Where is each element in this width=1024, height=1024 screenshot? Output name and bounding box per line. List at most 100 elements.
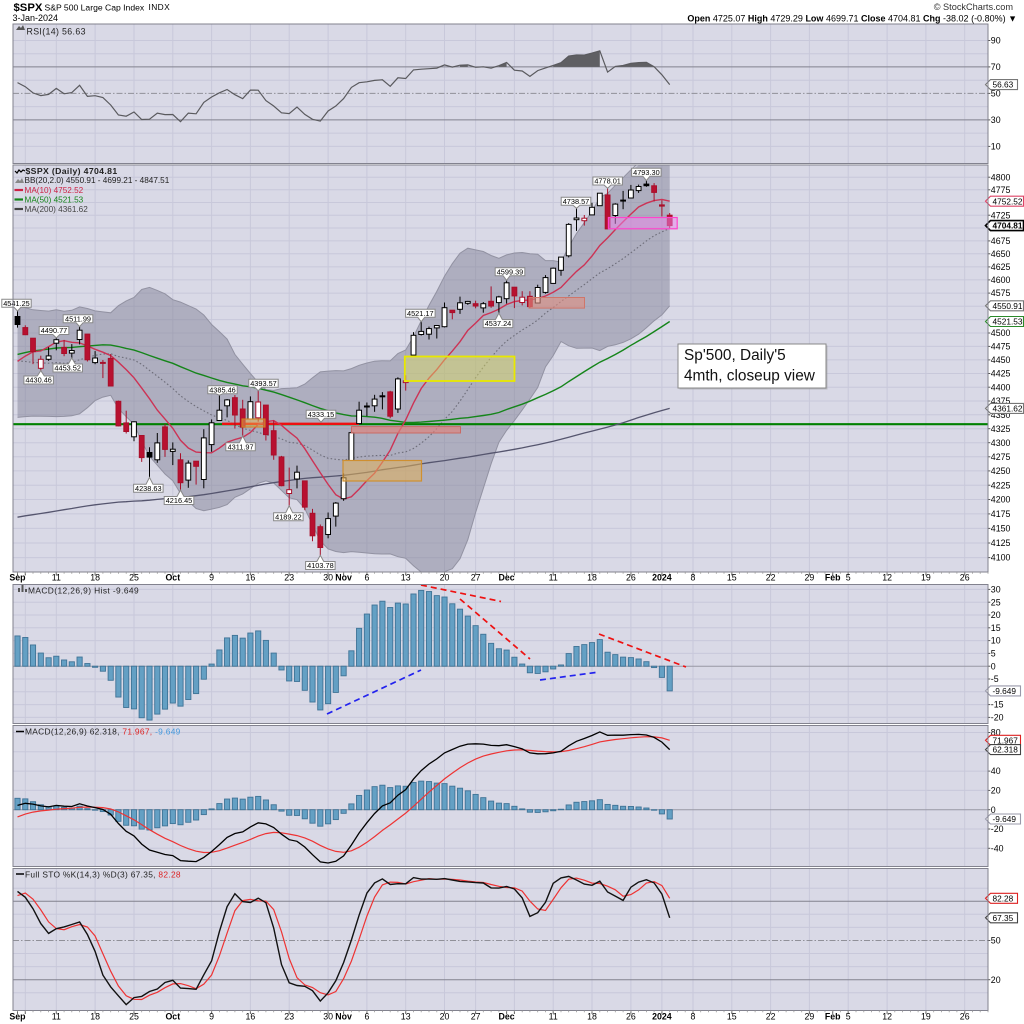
svg-text:4103.78: 4103.78 xyxy=(307,561,334,570)
svg-text:4625: 4625 xyxy=(991,262,1011,272)
svg-text:4150: 4150 xyxy=(991,524,1011,534)
svg-text:4675: 4675 xyxy=(991,236,1011,246)
svg-text:MA(200) 4361.62: MA(200) 4361.62 xyxy=(25,205,89,214)
svg-text:11: 11 xyxy=(549,1011,558,1021)
svg-text:9: 9 xyxy=(209,1011,214,1021)
svg-text:4200: 4200 xyxy=(991,495,1011,505)
svg-text:4599.39: 4599.39 xyxy=(497,267,524,276)
svg-text:0: 0 xyxy=(991,661,996,671)
svg-text:25: 25 xyxy=(129,1011,139,1021)
svg-text:Sep: Sep xyxy=(9,572,26,582)
svg-text:MA(50) 4521.53: MA(50) 4521.53 xyxy=(25,195,84,204)
svg-text:5: 5 xyxy=(991,649,996,659)
svg-text:71.967: 71.967 xyxy=(993,735,1019,745)
svg-text:Open 4725.07 High 4729.29 Low: Open 4725.07 High 4729.29 Low 4699.71 Cl… xyxy=(687,13,1017,23)
svg-text:-40: -40 xyxy=(991,843,1004,853)
svg-text:67.35: 67.35 xyxy=(993,913,1014,923)
svg-text:29: 29 xyxy=(805,1011,815,1021)
svg-text:20: 20 xyxy=(991,786,1001,796)
svg-text:4521.53: 4521.53 xyxy=(993,317,1023,327)
svg-text:30: 30 xyxy=(323,572,333,582)
svg-text:4537.24: 4537.24 xyxy=(485,319,512,328)
svg-text:4430.46: 4430.46 xyxy=(25,376,52,385)
svg-text:4575: 4575 xyxy=(991,288,1011,298)
svg-text:4325: 4325 xyxy=(991,424,1011,434)
svg-text:4453.52: 4453.52 xyxy=(54,364,81,373)
svg-text:Nov: Nov xyxy=(335,1011,352,1021)
svg-text:12: 12 xyxy=(882,1011,892,1021)
svg-text:22: 22 xyxy=(766,1011,776,1021)
svg-text:5: 5 xyxy=(846,572,851,582)
svg-text:4500: 4500 xyxy=(991,328,1011,338)
svg-text:6: 6 xyxy=(364,1011,369,1021)
svg-text:4550.91: 4550.91 xyxy=(993,301,1023,311)
svg-text:23: 23 xyxy=(284,572,294,582)
svg-text:4400: 4400 xyxy=(991,382,1011,392)
svg-text:30: 30 xyxy=(991,585,1001,595)
svg-text:4752.52: 4752.52 xyxy=(993,196,1023,206)
svg-text:25: 25 xyxy=(991,597,1001,607)
svg-text:18: 18 xyxy=(90,1011,100,1021)
svg-text:15: 15 xyxy=(727,572,737,582)
svg-text:4450: 4450 xyxy=(991,355,1011,365)
svg-text:9: 9 xyxy=(209,572,214,582)
svg-text:22: 22 xyxy=(766,572,776,582)
svg-text:13: 13 xyxy=(401,1011,411,1021)
svg-text:Sp'500, Daily'5: Sp'500, Daily'5 xyxy=(684,347,786,364)
svg-text:-15: -15 xyxy=(991,700,1004,710)
svg-text:4793.30: 4793.30 xyxy=(633,168,660,177)
svg-text:Feb: Feb xyxy=(825,1011,841,1021)
svg-text:20: 20 xyxy=(440,1011,450,1021)
svg-text:4275: 4275 xyxy=(991,452,1011,462)
svg-text:4511.99: 4511.99 xyxy=(65,314,91,323)
svg-text:15: 15 xyxy=(727,1011,737,1021)
svg-text:27: 27 xyxy=(471,1011,481,1021)
svg-text:11: 11 xyxy=(52,1011,61,1021)
svg-text:19: 19 xyxy=(921,1011,931,1021)
svg-text:13: 13 xyxy=(401,572,411,582)
svg-text:4600: 4600 xyxy=(991,275,1011,285)
svg-text:4350: 4350 xyxy=(991,410,1011,420)
svg-text:20: 20 xyxy=(991,610,1001,620)
svg-text:0: 0 xyxy=(991,805,996,815)
svg-text:10: 10 xyxy=(991,142,1001,152)
svg-text:16: 16 xyxy=(246,1011,256,1021)
svg-text:4238.63: 4238.63 xyxy=(135,484,162,493)
svg-text:4738.57: 4738.57 xyxy=(563,197,590,206)
svg-text:20: 20 xyxy=(440,572,450,582)
svg-text:-9.649: -9.649 xyxy=(993,814,1017,824)
svg-text:S&P 500 Large Cap Index: S&P 500 Large Cap Index xyxy=(45,2,145,12)
svg-text:25: 25 xyxy=(129,572,139,582)
svg-text:-20: -20 xyxy=(991,713,1004,723)
svg-text:4541.25: 4541.25 xyxy=(3,299,30,308)
svg-text:4800: 4800 xyxy=(991,172,1011,182)
svg-text:MACD(12,26,9) 62.318, 71.967,: MACD(12,26,9) 62.318, 71.967, -9.649 xyxy=(25,727,181,737)
svg-text:23: 23 xyxy=(284,1011,294,1021)
svg-text:18: 18 xyxy=(90,572,100,582)
svg-text:4125: 4125 xyxy=(991,538,1011,548)
svg-text:80: 80 xyxy=(991,728,1001,738)
svg-text:5: 5 xyxy=(846,1011,851,1021)
svg-text:4425: 4425 xyxy=(991,369,1011,379)
svg-text:4216.45: 4216.45 xyxy=(166,496,193,505)
svg-text:20: 20 xyxy=(991,975,1001,985)
svg-text:2024: 2024 xyxy=(652,1011,672,1021)
svg-text:4175: 4175 xyxy=(991,509,1011,519)
svg-text:INDX: INDX xyxy=(149,2,171,12)
svg-text:40: 40 xyxy=(991,766,1001,776)
svg-text:18: 18 xyxy=(587,1011,597,1021)
svg-text:18: 18 xyxy=(587,572,597,582)
svg-text:-9.649: -9.649 xyxy=(993,686,1017,696)
svg-text:26: 26 xyxy=(626,572,636,582)
svg-text:4300: 4300 xyxy=(991,438,1011,448)
svg-text:4mth, closeup view: 4mth, closeup view xyxy=(684,368,816,385)
svg-text:50: 50 xyxy=(991,936,1001,946)
svg-text:4725: 4725 xyxy=(991,210,1011,220)
svg-text:3-Jan-2024: 3-Jan-2024 xyxy=(13,13,59,23)
svg-text:4650: 4650 xyxy=(991,249,1011,259)
svg-text:MACD(12,26,9) Hist -9.649: MACD(12,26,9) Hist -9.649 xyxy=(28,586,139,596)
svg-text:6: 6 xyxy=(364,572,369,582)
svg-text:30: 30 xyxy=(323,1011,333,1021)
svg-text:$SPX (Daily) 4704.81: $SPX (Daily) 4704.81 xyxy=(26,166,118,176)
svg-text:RSI(14) 56.63: RSI(14) 56.63 xyxy=(27,26,86,36)
